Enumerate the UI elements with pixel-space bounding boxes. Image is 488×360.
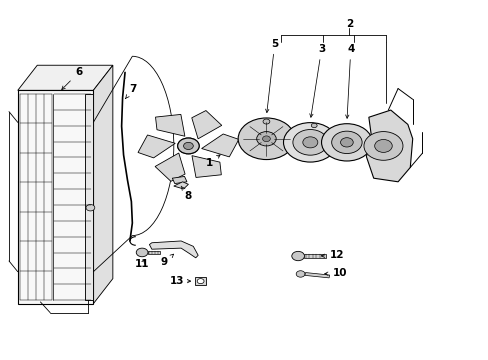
Text: 2: 2 xyxy=(345,19,352,29)
Circle shape xyxy=(183,142,193,149)
Bar xyxy=(194,277,206,285)
Bar xyxy=(148,251,160,254)
Circle shape xyxy=(238,118,294,159)
Circle shape xyxy=(262,136,270,141)
Circle shape xyxy=(374,139,391,152)
Circle shape xyxy=(283,123,336,162)
Bar xyxy=(304,254,326,258)
Circle shape xyxy=(86,204,95,211)
Circle shape xyxy=(177,138,199,154)
Polygon shape xyxy=(155,114,184,136)
Text: 12: 12 xyxy=(321,250,344,260)
Circle shape xyxy=(197,279,203,284)
Circle shape xyxy=(296,271,305,277)
Text: 6: 6 xyxy=(61,67,82,90)
Circle shape xyxy=(302,137,317,148)
Polygon shape xyxy=(173,182,188,189)
Text: 8: 8 xyxy=(181,186,192,201)
Circle shape xyxy=(177,138,199,154)
Polygon shape xyxy=(138,135,175,158)
Circle shape xyxy=(363,132,402,160)
Polygon shape xyxy=(149,241,198,258)
Text: 11: 11 xyxy=(135,259,149,269)
Circle shape xyxy=(263,119,269,124)
Circle shape xyxy=(311,123,317,128)
Text: 3: 3 xyxy=(309,44,325,117)
Circle shape xyxy=(256,132,276,146)
Text: 13: 13 xyxy=(169,276,183,286)
Polygon shape xyxy=(172,176,186,184)
Circle shape xyxy=(136,248,148,257)
Circle shape xyxy=(321,124,371,161)
Circle shape xyxy=(292,130,327,155)
Circle shape xyxy=(331,131,362,153)
Polygon shape xyxy=(201,134,238,157)
Text: 1: 1 xyxy=(205,155,220,168)
Text: 9: 9 xyxy=(161,254,173,267)
Polygon shape xyxy=(93,65,113,304)
Bar xyxy=(18,90,93,304)
Text: 5: 5 xyxy=(265,39,278,113)
Bar xyxy=(305,273,329,278)
Bar xyxy=(84,94,93,300)
Circle shape xyxy=(340,138,352,147)
Text: 10: 10 xyxy=(324,268,346,278)
Text: 4: 4 xyxy=(345,44,354,118)
Polygon shape xyxy=(366,110,412,182)
Polygon shape xyxy=(191,111,222,139)
Circle shape xyxy=(291,251,304,261)
Polygon shape xyxy=(155,153,184,181)
Text: 7: 7 xyxy=(125,84,137,99)
Circle shape xyxy=(183,142,193,149)
Polygon shape xyxy=(192,156,221,177)
Polygon shape xyxy=(18,65,113,90)
